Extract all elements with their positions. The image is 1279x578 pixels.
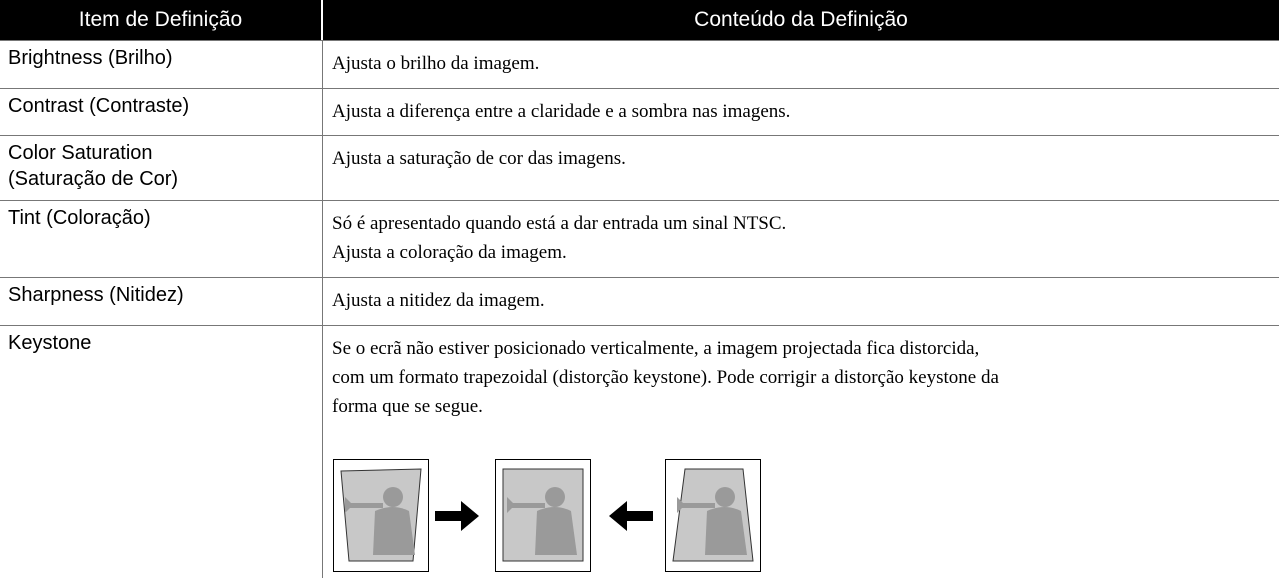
- content-text: Ajusta a coloração da imagem.: [332, 242, 567, 263]
- content-cell: Ajusta a saturação de cor das imagens.: [332, 144, 1272, 173]
- item-cell: Color Saturation (Saturação de Cor): [8, 140, 313, 192]
- keystone-diagram: [333, 459, 761, 572]
- item-text: Color Saturation: [8, 142, 153, 164]
- item-text: Sharpness (Nitidez): [8, 284, 184, 306]
- content-text: forma que se segue.: [332, 396, 483, 417]
- item-cell: Contrast (Contraste): [8, 93, 313, 119]
- content-cell: Ajusta a nitidez da imagem.: [332, 286, 1272, 315]
- item-text: Tint (Coloração): [8, 207, 151, 229]
- table-row: Tint (Coloração) Só é apresentado quando …: [0, 200, 1279, 278]
- item-text: Brightness (Brilho): [8, 47, 173, 69]
- item-cell: Sharpness (Nitidez): [8, 282, 313, 308]
- content-cell: Ajusta o brilho da imagem.: [332, 49, 1272, 78]
- table-row: Contrast (Contraste) Ajusta a diferença e…: [0, 88, 1279, 136]
- content-cell: Ajusta a diferença entre a claridade e a…: [332, 97, 1272, 126]
- column-divider: [322, 40, 323, 578]
- content-text: Se o ecrã não estiver posicionado vertic…: [332, 338, 980, 359]
- table-row: Brightness (Brilho) Ajusta o brilho da im…: [0, 40, 1279, 89]
- item-text: (Saturação de Cor): [8, 168, 179, 190]
- item-cell: Keystone: [8, 330, 313, 356]
- item-text: Contrast (Contraste): [8, 95, 190, 117]
- table-row: Sharpness (Nitidez) Ajusta a nitidez da i…: [0, 277, 1279, 326]
- table-row: Keystone Se o ecrã não estiver posicionad…: [0, 325, 1279, 578]
- content-cell: Se o ecrã não estiver posicionado vertic…: [332, 334, 1272, 421]
- header-cell: Conteúdo da Definição: [323, 0, 1279, 40]
- table-row: Color Saturation (Saturação de Cor) Ajusta…: [0, 135, 1279, 201]
- keystone-illustration: [333, 459, 773, 578]
- header-cell: Item de Definição: [0, 0, 321, 40]
- content-text: Só é apresentado quando está a dar entra…: [332, 213, 787, 234]
- item-cell: Tint (Coloração): [8, 205, 313, 231]
- content-text: com um formato trapezoidal (distorção ke…: [332, 367, 999, 388]
- item-text: Keystone: [8, 332, 92, 354]
- content-text: Ajusta o brilho da imagem.: [332, 53, 540, 74]
- content-text: Ajusta a diferença entre a claridade e a…: [332, 101, 791, 122]
- content-text: Ajusta a saturação de cor das imagens.: [332, 148, 626, 169]
- content-text: Ajusta a nitidez da imagem.: [332, 290, 545, 311]
- item-cell: Brightness (Brilho): [8, 45, 313, 71]
- content-cell: Só é apresentado quando está a dar entra…: [332, 209, 1272, 267]
